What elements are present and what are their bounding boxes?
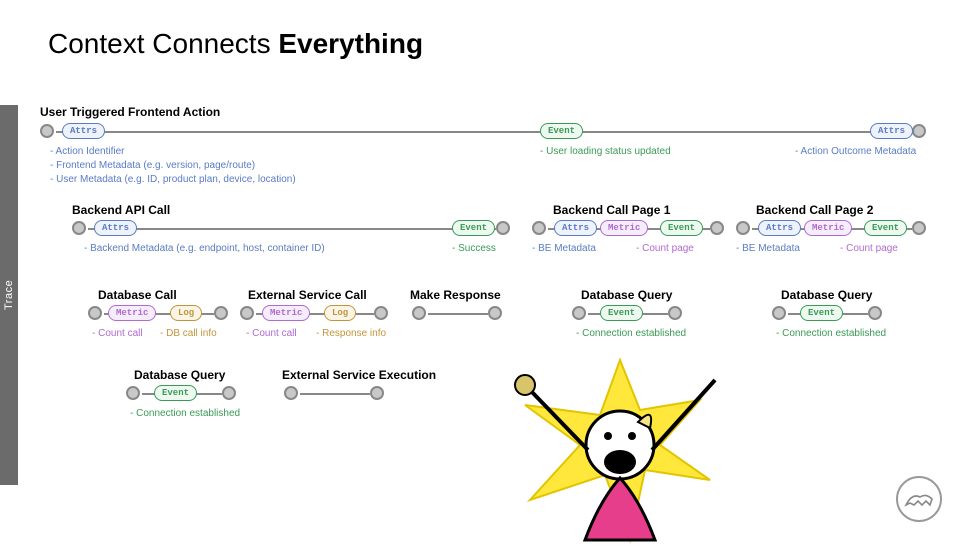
pill-event: Event — [154, 385, 197, 401]
span-end-dot — [868, 306, 882, 320]
dog-icon — [904, 489, 934, 509]
pill-event: Event — [600, 305, 643, 321]
span-start-dot — [126, 386, 140, 400]
span-line — [56, 131, 912, 133]
span-title-db-query-1: Database Query — [581, 288, 672, 302]
span-line — [300, 393, 370, 395]
pill-log: Log — [324, 305, 356, 321]
caption-backend-left: - Backend Metadata (e.g. endpoint, host,… — [84, 242, 325, 256]
span-title-make-response: Make Response — [410, 288, 501, 302]
caption-frontend-right: - Action Outcome Metadata — [795, 145, 916, 159]
span-title-backend-api: Backend API Call — [72, 203, 170, 217]
pill-event: Event — [800, 305, 843, 321]
meme-image — [470, 350, 770, 550]
caption-extcall-left: - Count call — [246, 327, 297, 341]
caption-page1-right: - Count page — [636, 242, 694, 256]
pill-metric: Metric — [804, 220, 852, 236]
span-end-dot — [710, 221, 724, 235]
caption-frontend-left: - Action Identifier - Frontend Metadata … — [50, 145, 296, 187]
span-end-dot — [370, 386, 384, 400]
span-start-dot — [240, 306, 254, 320]
span-end-dot — [496, 221, 510, 235]
pill-attrs: Attrs — [94, 220, 137, 236]
span-end-dot — [488, 306, 502, 320]
caption-page2-right: - Count page — [840, 242, 898, 256]
pill-metric: Metric — [108, 305, 156, 321]
pill-event: Event — [660, 220, 703, 236]
caption-dbcall-right: - DB call info — [160, 327, 217, 341]
span-title-db-query-2: Database Query — [781, 288, 872, 302]
span-start-dot — [412, 306, 426, 320]
pill-attrs: Attrs — [62, 123, 105, 139]
span-line — [88, 228, 496, 230]
caption-frontend-mid: - User loading status updated — [540, 145, 671, 159]
pill-metric: Metric — [262, 305, 310, 321]
span-end-dot — [214, 306, 228, 320]
brand-logo — [896, 476, 942, 522]
trace-sidebar-label: Trace — [0, 105, 18, 485]
span-end-dot — [374, 306, 388, 320]
pill-event: Event — [864, 220, 907, 236]
pill-metric: Metric — [600, 220, 648, 236]
caption-page2-left: - BE Metadata — [736, 242, 800, 256]
pill-attrs: Attrs — [870, 123, 913, 139]
span-start-dot — [40, 124, 54, 138]
span-end-dot — [912, 124, 926, 138]
span-line — [428, 313, 488, 315]
pill-attrs: Attrs — [758, 220, 801, 236]
pill-log: Log — [170, 305, 202, 321]
title-bold: Everything — [278, 28, 423, 59]
caption-page1-left: - BE Metadata — [532, 242, 596, 256]
span-start-dot — [572, 306, 586, 320]
span-title-db-call: Database Call — [98, 288, 177, 302]
span-end-dot — [668, 306, 682, 320]
caption-dbcall-left: - Count call — [92, 327, 143, 341]
span-title-ext-exec: External Service Execution — [282, 368, 436, 382]
pill-attrs: Attrs — [554, 220, 597, 236]
span-end-dot — [912, 221, 926, 235]
span-title-backend-page2: Backend Call Page 2 — [756, 203, 873, 217]
pill-event: Event — [540, 123, 583, 139]
pill-event: Event — [452, 220, 495, 236]
span-start-dot — [88, 306, 102, 320]
span-start-dot — [532, 221, 546, 235]
span-title-backend-page1: Backend Call Page 1 — [553, 203, 670, 217]
span-start-dot — [284, 386, 298, 400]
caption-dbq-1: - Connection established — [576, 327, 686, 341]
page-title: Context Connects Everything — [48, 28, 423, 60]
caption-dbq-2: - Connection established — [776, 327, 886, 341]
caption-extcall-right: - Response info — [316, 327, 386, 341]
title-plain: Context Connects — [48, 28, 278, 59]
caption-dbq-3: - Connection established — [130, 407, 240, 421]
span-start-dot — [736, 221, 750, 235]
caption-backend-right: - Success — [452, 242, 496, 256]
span-title-db-query-3: Database Query — [134, 368, 225, 382]
span-start-dot — [772, 306, 786, 320]
span-start-dot — [72, 221, 86, 235]
span-title-ext-call: External Service Call — [248, 288, 367, 302]
span-end-dot — [222, 386, 236, 400]
span-title-frontend-action: User Triggered Frontend Action — [40, 105, 220, 119]
